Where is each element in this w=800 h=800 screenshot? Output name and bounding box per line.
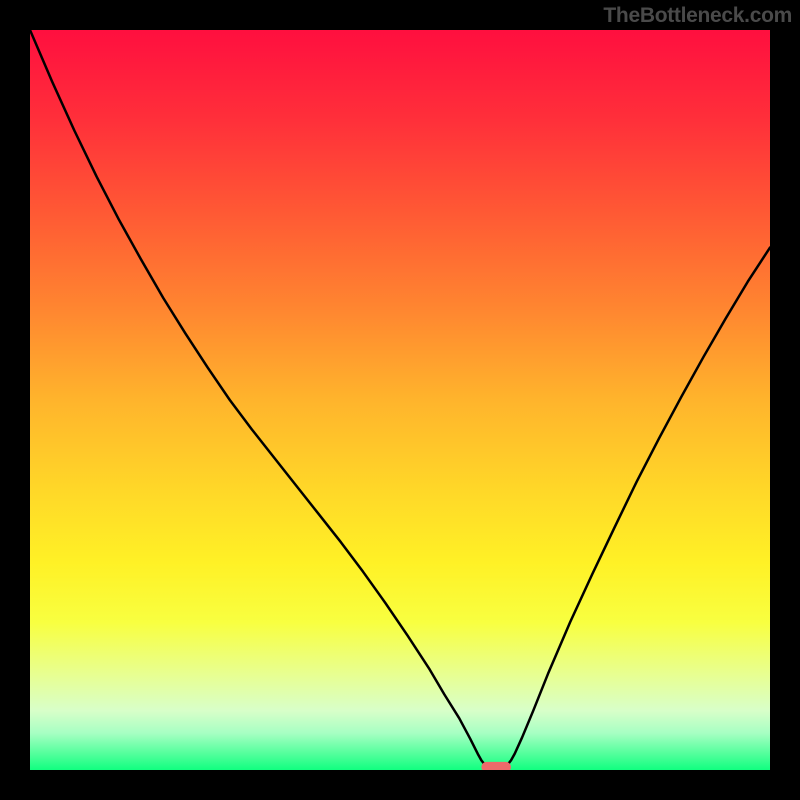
bottleneck-marker xyxy=(481,762,511,770)
attribution-label: TheBottleneck.com xyxy=(603,4,792,28)
bottleneck-chart xyxy=(30,30,770,770)
chart-container: TheBottleneck.com xyxy=(0,0,800,800)
chart-background xyxy=(30,30,770,770)
plot-area xyxy=(30,30,770,770)
